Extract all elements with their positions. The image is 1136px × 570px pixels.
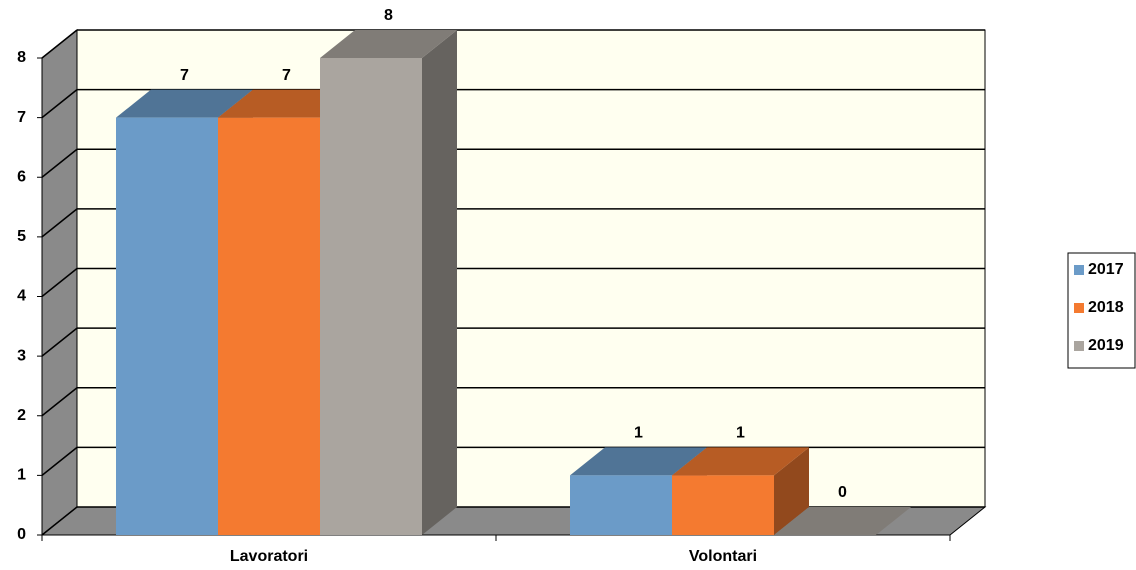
bar [116,117,218,535]
y-tick-label: 4 [17,288,26,305]
data-label: 1 [736,425,745,442]
y-tick-label: 8 [17,49,26,66]
bar-side [422,30,457,535]
bar-top [672,447,809,476]
data-label: 0 [838,484,847,501]
bar-top [116,89,253,118]
legend-label: 2019 [1088,337,1124,354]
data-label: 7 [282,67,291,84]
y-tick-label: 0 [17,526,26,543]
y-tick-label: 6 [17,168,26,185]
bar [672,475,774,535]
bar-top [570,447,707,476]
side-grid-line [41,387,78,417]
side-grid-line [41,506,78,536]
side-grid-line [41,446,78,476]
y-tick-label: 2 [17,407,26,424]
legend-swatch [1074,265,1084,275]
y-tick-label: 1 [17,467,26,484]
y-tick-label: 5 [17,228,26,245]
y-tick-label: 3 [17,347,26,364]
data-label: 7 [180,67,189,84]
bar-side [774,447,809,535]
bar [218,117,320,535]
side-grid-line [41,267,78,298]
legend-label: 2018 [1088,299,1124,316]
legend-swatch [1074,303,1084,313]
side-grid-line [41,148,78,178]
side-grid-line [41,208,78,238]
bar [570,475,672,535]
side-grid-line [41,29,78,59]
data-label: 8 [384,7,393,24]
bar [320,58,422,535]
side-grid-line [41,327,78,357]
bar-top [320,30,457,58]
legend-swatch [1074,341,1084,351]
bar-top [774,507,911,535]
x-tick-label: Volontari [689,548,757,565]
data-label: 1 [634,425,643,442]
legend-label: 2017 [1088,261,1124,278]
x-tick-label: Lavoratori [230,548,308,565]
side-grid-line [41,89,78,119]
y-tick-label: 7 [17,109,26,126]
